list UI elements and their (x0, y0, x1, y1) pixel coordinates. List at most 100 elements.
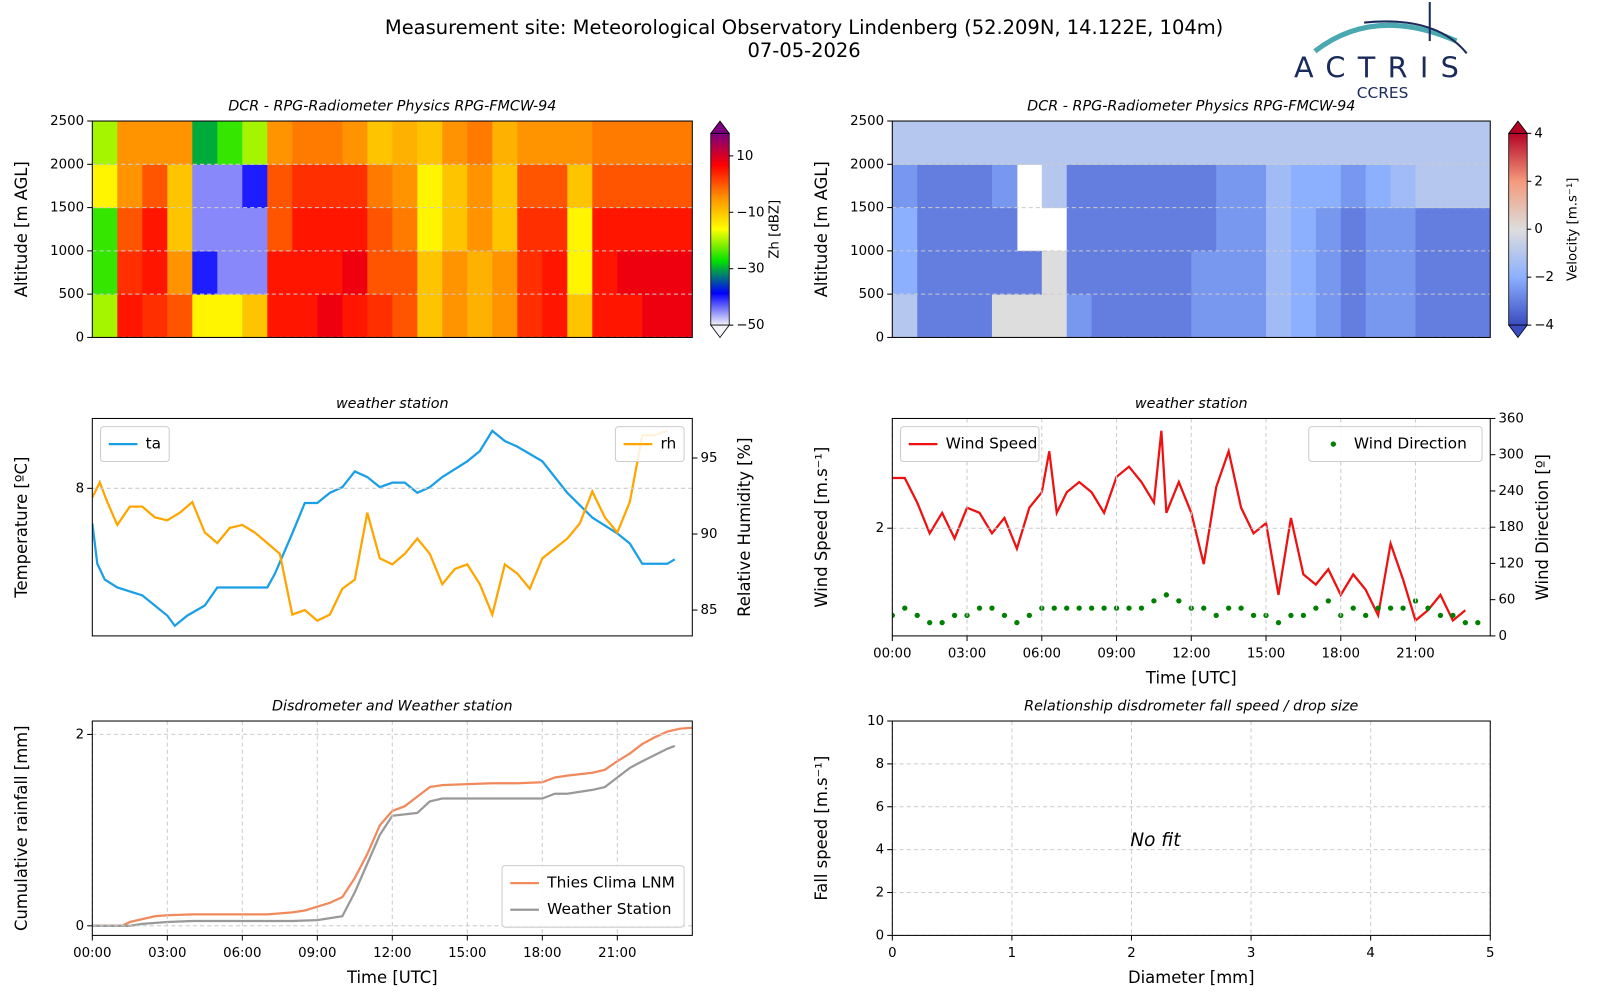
heat-cell (317, 250, 343, 295)
x-axis-label: Time [UTC] (1145, 668, 1237, 687)
figure-date: 07-05-2026 (748, 39, 861, 62)
heat-cell (317, 164, 343, 209)
marker (976, 605, 983, 611)
y2-tick-label: 85 (701, 603, 718, 618)
colorbar-tick-label: −10 (736, 205, 764, 220)
heat-cell (267, 294, 293, 338)
heat-cell (242, 250, 268, 295)
heat-cell (1166, 294, 1192, 338)
heat-cell (592, 207, 618, 252)
x-tick-label: 03:00 (148, 946, 186, 961)
marker (951, 612, 958, 619)
heat-cell (1166, 207, 1192, 252)
y-axis-label: Fall speed [m.s⁻¹] (812, 756, 831, 901)
heat-cell (967, 121, 993, 165)
heat-cell (1290, 164, 1317, 209)
heat-cell (492, 250, 518, 295)
heat-cell (1216, 207, 1242, 252)
marker (892, 612, 895, 619)
heat-cell (192, 294, 218, 338)
heat-cell (917, 250, 943, 295)
heat-cell (542, 164, 568, 209)
heat-cell (242, 294, 268, 338)
heat-cell (1390, 294, 1417, 338)
heat-cell (567, 250, 593, 295)
heat-cell (317, 121, 343, 165)
y-tick-label: 6 (876, 800, 884, 815)
marker (1076, 605, 1082, 611)
heat-cell (1041, 121, 1068, 165)
y-tick-label: 0 (76, 919, 84, 934)
heat-cell (892, 121, 918, 165)
heat-cell (1465, 207, 1491, 252)
heat-cell (417, 250, 443, 295)
heat-cell (392, 250, 418, 295)
y-tick-label: 2500 (850, 114, 884, 129)
panel-title: weather station (336, 396, 449, 412)
heat-cell (1340, 250, 1367, 295)
marker (1300, 612, 1307, 619)
heat-cell (1365, 207, 1392, 252)
heat-cell (167, 294, 193, 338)
heat-cell (142, 164, 168, 209)
heat-cell (1266, 250, 1292, 295)
heat-cell (1266, 294, 1292, 338)
heat-cell (217, 121, 243, 165)
heat-cell (492, 294, 518, 338)
colorbar-label: Zh [dBZ] (767, 200, 782, 259)
heat-cell (892, 250, 918, 295)
heat-cell (991, 164, 1018, 209)
legend-label: Weather Station (547, 900, 671, 918)
heat-cell (617, 121, 643, 165)
heat-cell (517, 207, 543, 252)
y-axis-label: Wind Speed [m.s⁻¹] (812, 447, 831, 608)
legend-label: rh (661, 435, 677, 453)
heat-cell (592, 294, 618, 338)
heat-cell (267, 121, 293, 165)
heat-cell (342, 164, 368, 209)
marker (1450, 612, 1456, 619)
heat-cell (267, 207, 293, 252)
heat-cell (292, 207, 318, 252)
heat-cell (1191, 121, 1217, 165)
heat-cell (667, 250, 693, 295)
x-tick-label: 00:00 (873, 646, 911, 661)
logo-text: ACTRIS (1294, 51, 1471, 85)
marker (1425, 605, 1431, 611)
heat-cell (967, 250, 993, 295)
heat-cell (392, 164, 418, 209)
x-tick-label: 4 (1366, 946, 1374, 961)
heat-cell (617, 294, 643, 338)
heat-cell (367, 164, 393, 209)
heat-cell (592, 164, 618, 209)
x-tick-label: 09:00 (1097, 646, 1135, 661)
x-tick-label: 09:00 (298, 946, 336, 961)
heat-cell (1141, 164, 1167, 209)
heat-cell (667, 164, 693, 209)
y2-axis-label: Wind Direction [º] (1533, 454, 1552, 600)
heat-cell (1390, 164, 1417, 209)
heat-cell (167, 250, 193, 295)
heat-cell (1041, 294, 1068, 338)
heat-cell (142, 207, 168, 252)
heat-cell (1290, 250, 1317, 295)
heat-cell (467, 121, 493, 165)
marker (1325, 598, 1331, 604)
panel-title: Relationship disdrometer fall speed / dr… (1024, 699, 1358, 715)
heat-cell (242, 121, 268, 165)
heat-cell (467, 294, 493, 338)
heat-cell (367, 207, 393, 252)
marker (1201, 605, 1207, 611)
y-tick-label: 2000 (850, 157, 884, 172)
heat-cell (1191, 207, 1217, 252)
heat-cell (1166, 164, 1192, 209)
heat-cell (1066, 121, 1093, 165)
heat-cell (142, 250, 168, 295)
heat-cell (1440, 164, 1466, 209)
heat-cell (442, 294, 468, 338)
heat-cell (217, 164, 243, 209)
heat-cell (392, 121, 418, 165)
marker (1400, 605, 1406, 611)
colorbar (1508, 132, 1528, 326)
